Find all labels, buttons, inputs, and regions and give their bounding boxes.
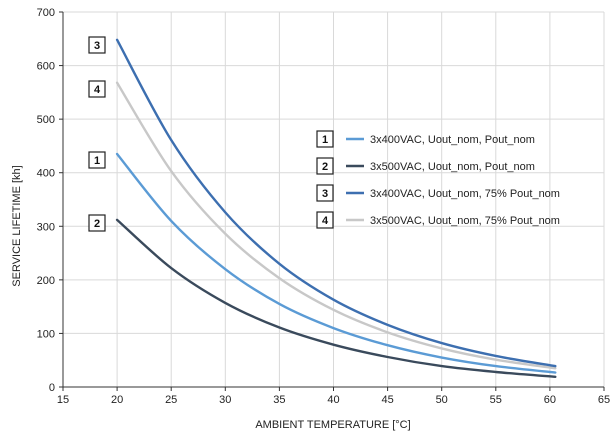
legend: 1 3x400VAC, Uout_nom, Pout_nom 2 3x500VAC, … (316, 130, 560, 229)
y-tick-label: 0 (49, 382, 55, 394)
legend-item-2: 2 3x500VAC, Uout_nom, Pout_nom (316, 157, 535, 175)
curve-badge-4: 4 (88, 80, 106, 98)
x-tick-label: 65 (598, 394, 610, 406)
curve-badge-box (88, 151, 106, 169)
curve-badge-3: 3 (88, 36, 106, 54)
curve-badge-number: 1 (94, 155, 100, 167)
legend-label: 3x500VAC, Uout_nom, 75% Pout_nom (370, 215, 560, 227)
x-tick-label: 15 (57, 394, 69, 406)
x-tick-label: 30 (219, 394, 231, 406)
y-axis-title: SERVICE LIFETIME [kh] (11, 165, 23, 286)
legend-badge-box (316, 130, 334, 148)
axis-layer: 15 20 25 30 35 40 45 50 55 60 65 0 100 200 300 400 500 60… (37, 7, 610, 406)
legend-label: 3x500VAC, Uout_nom, Pout_nom (370, 161, 535, 173)
curve-badge-number: 3 (94, 40, 100, 52)
series-layer (115, 38, 557, 379)
x-tick-label: 45 (381, 394, 393, 406)
y-tick-label: 600 (37, 61, 55, 73)
legend-badge-box (316, 211, 334, 229)
legend-item-1: 1 3x400VAC, Uout_nom, Pout_nom (316, 130, 535, 148)
series-line-3 (115, 38, 557, 368)
legend-item-4: 4 3x500VAC, Uout_nom, 75% Pout_nom (316, 211, 560, 229)
legend-badge-box (316, 184, 334, 202)
legend-badge-number: 4 (322, 215, 329, 227)
y-tick-label: 100 (37, 328, 55, 340)
y-tick-label: 300 (37, 221, 55, 233)
curve-badge-2: 2 (88, 214, 106, 232)
curve-badge-box (88, 80, 106, 98)
y-tick-label: 700 (37, 7, 55, 19)
series-line-4 (115, 81, 557, 370)
curve-badge-number: 4 (94, 84, 101, 96)
curve-badge-number: 2 (94, 218, 100, 230)
legend-label: 3x400VAC, Uout_nom, Pout_nom (370, 134, 535, 146)
curve-badge-box (88, 214, 106, 232)
y-tick-label: 200 (37, 275, 55, 287)
x-tick-label: 25 (165, 394, 177, 406)
x-tick-label: 50 (436, 394, 448, 406)
curve-badge-1: 1 (88, 151, 106, 169)
y-tick-label: 500 (37, 114, 55, 126)
x-axis-title: AMBIENT TEMPERATURE [°C] (255, 419, 410, 431)
series-line-2 (115, 218, 557, 379)
legend-badge-number: 3 (322, 188, 328, 200)
legend-item-3: 3 3x400VAC, Uout_nom, 75% Pout_nom (316, 184, 560, 202)
x-tick-label: 40 (327, 394, 339, 406)
x-tick-label: 20 (111, 394, 123, 406)
legend-badge-number: 1 (322, 134, 328, 146)
x-tick-label: 35 (273, 394, 285, 406)
curve-labels: 1 2 3 4 (88, 36, 106, 232)
curve-badge-box (88, 36, 106, 54)
series-line-1 (115, 152, 557, 374)
legend-label: 3x400VAC, Uout_nom, 75% Pout_nom (370, 188, 560, 200)
legend-badge-box (316, 157, 334, 175)
legend-badge-number: 2 (322, 161, 328, 173)
y-tick-label: 400 (37, 168, 55, 180)
x-tick-label: 55 (490, 394, 502, 406)
x-tick-label: 60 (544, 394, 556, 406)
